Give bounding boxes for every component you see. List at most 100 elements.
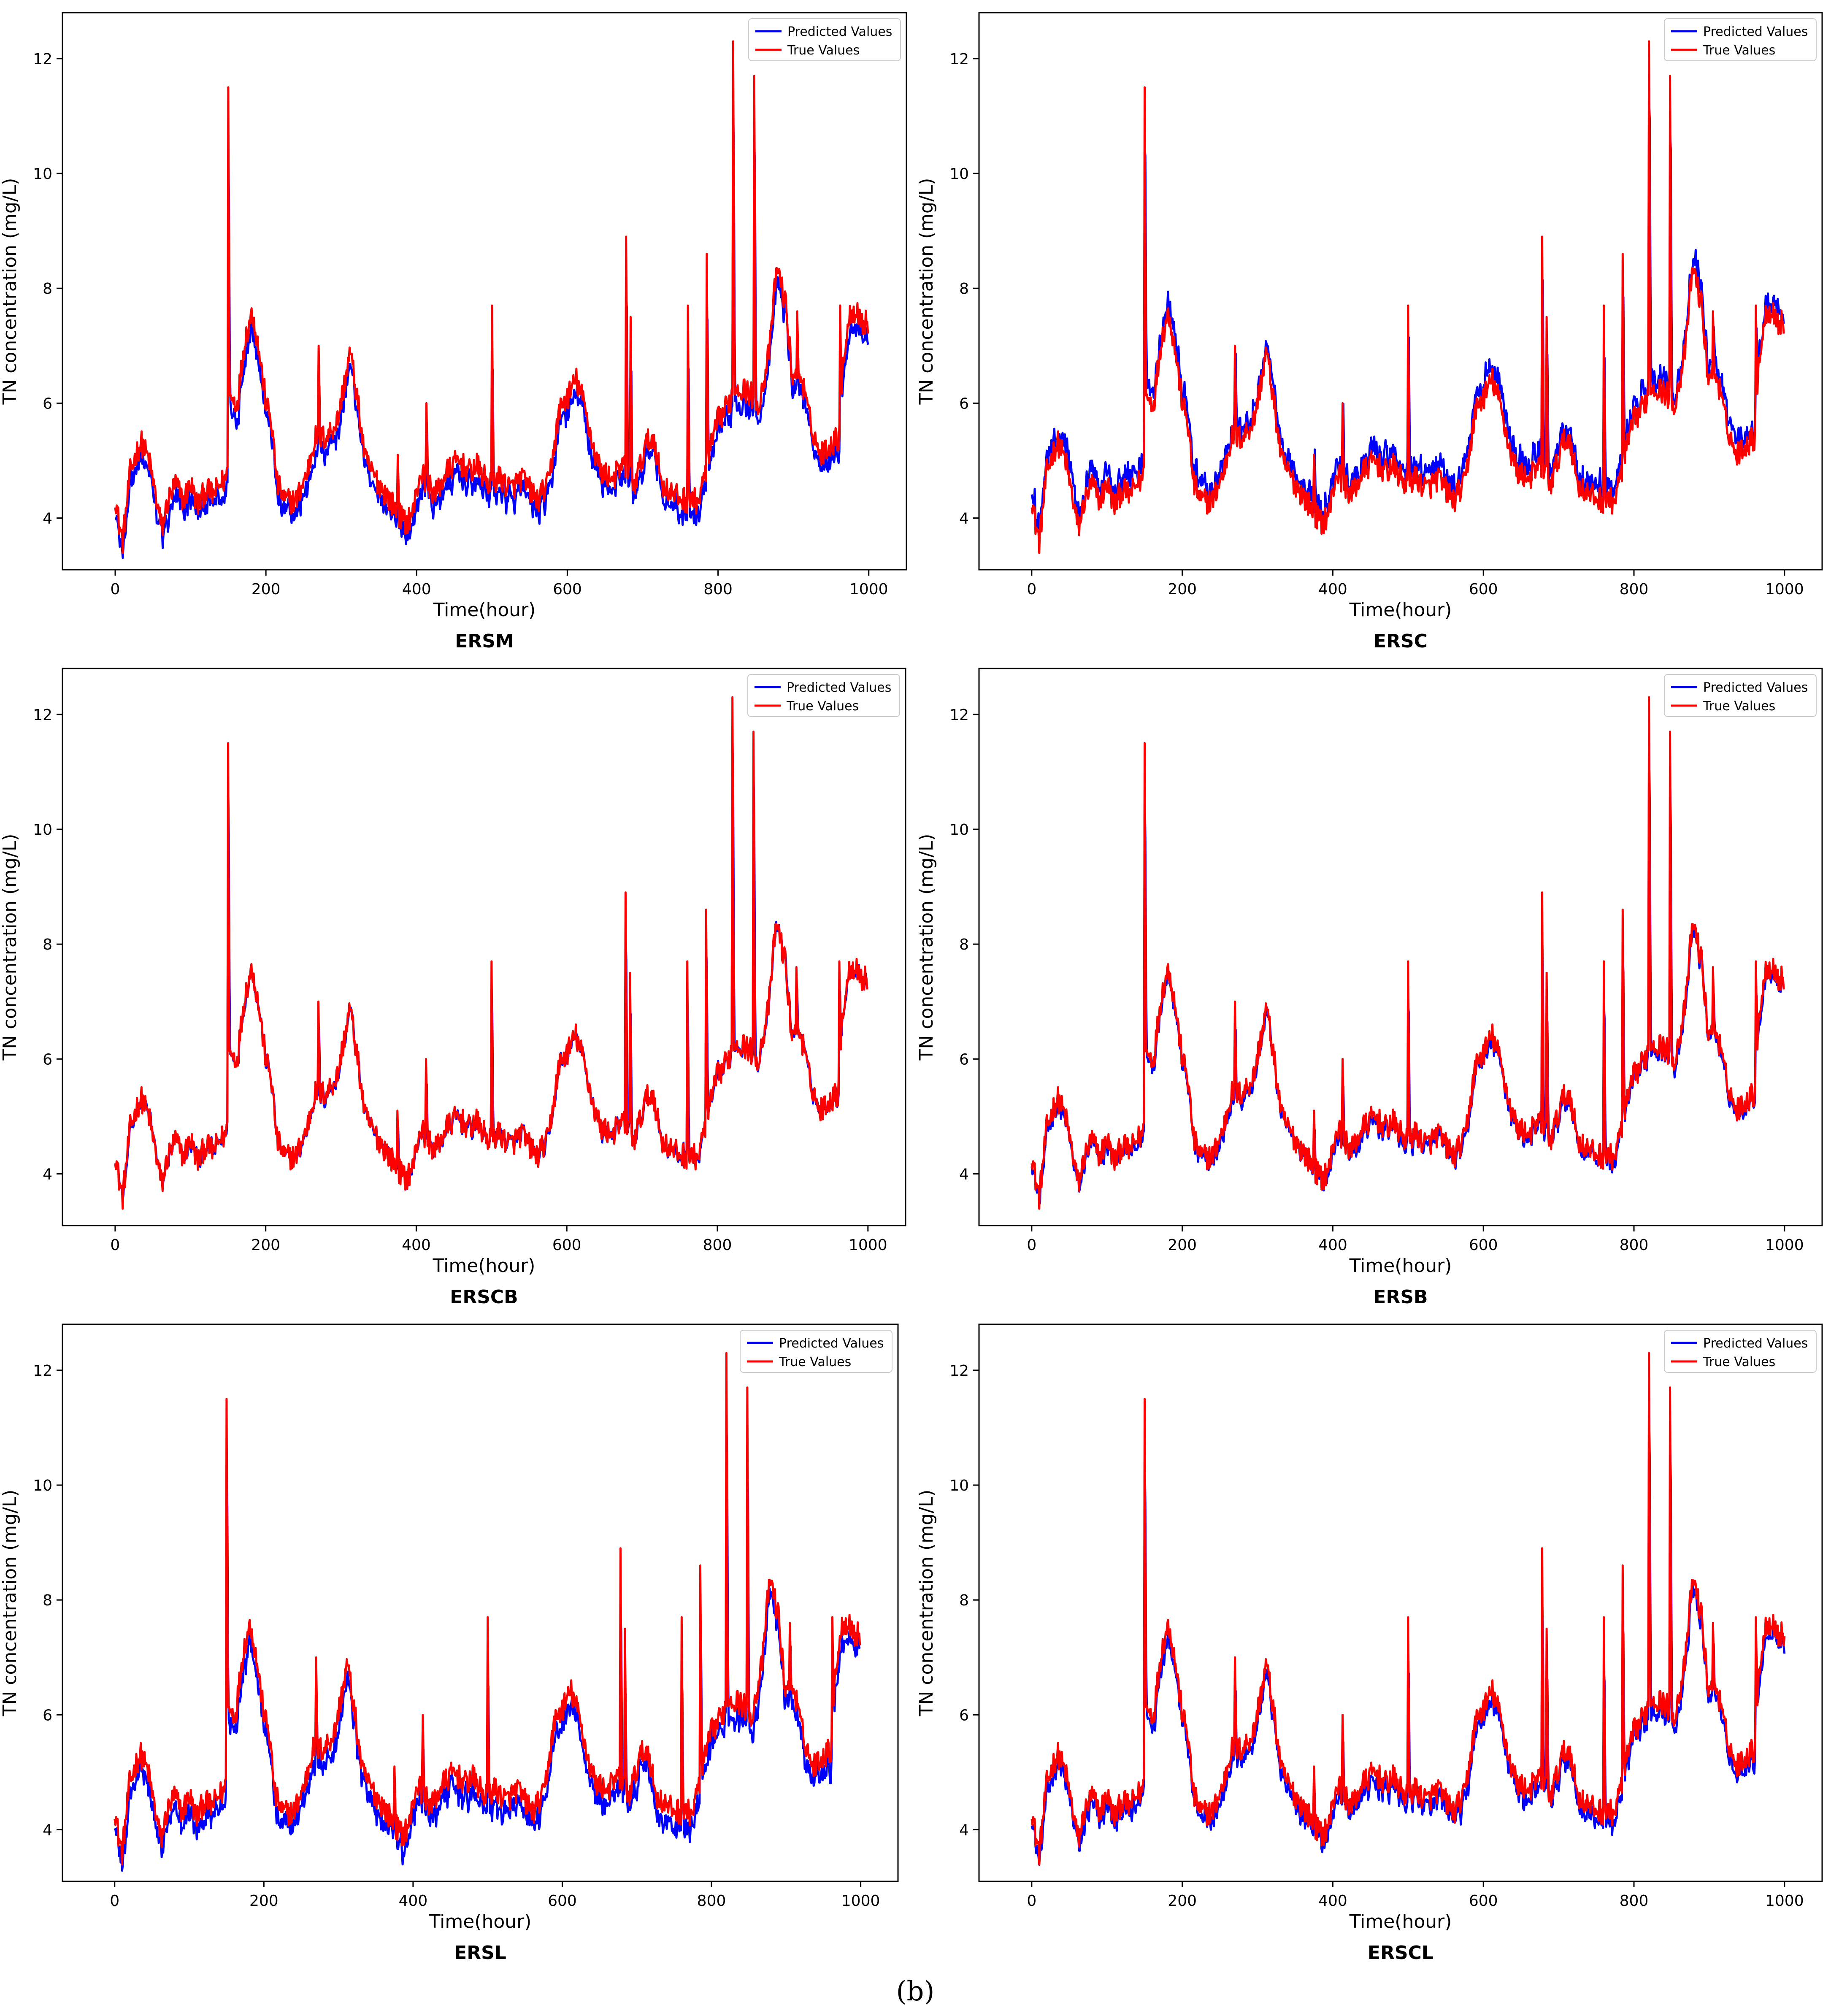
x-tick-label: 800	[1620, 1237, 1649, 1254]
chart-panel-5: 0 200 400 600 800 1000 4 6 8 10 12 Time(hour) TN con…	[0, 1323, 899, 1964]
x-tick-label: 0	[110, 1237, 120, 1254]
y-tick-label: 8	[959, 280, 969, 298]
y-tick-label: 4	[959, 510, 969, 528]
y-tick-label: 4	[959, 1822, 969, 1839]
y-tick-label: 6	[959, 1707, 969, 1724]
x-tick-label: 0	[111, 581, 120, 598]
legend-box	[740, 1330, 893, 1373]
legend-predicted-label: Predicted Values	[1703, 680, 1808, 695]
y-tick-label: 6	[959, 1051, 969, 1068]
x-tick-label: 1000	[1765, 1892, 1804, 1910]
x-tick-label: 1000	[1765, 581, 1804, 598]
y-tick-label: 8	[959, 1592, 969, 1609]
x-axis-label: Time(hour)	[1349, 1911, 1452, 1932]
x-tick-label: 0	[1027, 1892, 1036, 1910]
x-tick-label: 200	[1168, 1237, 1197, 1254]
legend-true-label: True Values	[787, 43, 860, 58]
y-axis-label: TN concentration (mg/L)	[0, 178, 21, 405]
legend-predicted-label: Predicted Values	[787, 680, 891, 695]
x-tick-label: 600	[1469, 1237, 1498, 1254]
y-tick-label: 10	[949, 821, 969, 839]
true-values-line	[1030, 40, 1785, 554]
x-tick-label: 200	[1168, 581, 1197, 598]
y-tick-label: 6	[43, 1051, 52, 1068]
x-tick-label: 600	[548, 1892, 577, 1910]
panel-title: ERSCL	[1368, 1942, 1433, 1964]
chart-panel-3: 0 200 400 600 800 1000 4 6 8 10 12 Time(hour) TN con…	[0, 668, 906, 1308]
x-axis-label: Time(hour)	[433, 1255, 536, 1277]
y-axis-label: TN concentration (mg/L)	[0, 834, 21, 1061]
legend-true-label: True Values	[1703, 1355, 1775, 1369]
y-tick-label: 12	[33, 51, 52, 68]
legend-true-label: True Values	[1703, 699, 1775, 714]
x-tick-label: 400	[1318, 1237, 1347, 1254]
x-tick-label: 600	[552, 1237, 581, 1254]
x-tick-label: 0	[1027, 1237, 1036, 1254]
y-axis-label: TN concentration (mg/L)	[0, 1490, 21, 1717]
true-values-line	[114, 696, 868, 1210]
legend-box	[1664, 674, 1817, 717]
legend-true-label: True Values	[786, 699, 859, 714]
x-tick-label: 400	[399, 1892, 428, 1910]
panel-title: ERSC	[1374, 631, 1428, 652]
y-tick-label: 12	[33, 1362, 52, 1380]
x-tick-label: 0	[110, 1892, 119, 1910]
y-tick-label: 8	[43, 936, 52, 953]
y-tick-label: 10	[33, 821, 52, 839]
y-tick-label: 10	[949, 165, 969, 183]
plot-frame	[978, 668, 1823, 1226]
figure-caption: (b)	[896, 1976, 935, 2007]
x-tick-label: 400	[1318, 1892, 1347, 1910]
x-tick-label: 200	[249, 1892, 279, 1910]
y-axis-label: TN concentration (mg/L)	[916, 834, 937, 1061]
legend-box	[1664, 1330, 1817, 1373]
y-tick-label: 6	[43, 1707, 52, 1724]
x-tick-label: 600	[553, 581, 582, 598]
true-values-line	[1030, 1352, 1786, 1866]
y-tick-label: 4	[43, 1822, 52, 1839]
panel-title: ERSM	[455, 631, 514, 652]
true-values-line	[1030, 696, 1785, 1210]
plot-frame	[978, 1323, 1823, 1882]
x-tick-label: 1000	[849, 1237, 887, 1254]
plot-frame	[62, 12, 907, 571]
x-axis-label: Time(hour)	[433, 599, 536, 621]
x-tick-label: 1000	[841, 1892, 880, 1910]
x-tick-label: 800	[697, 1892, 726, 1910]
chart-panel-6: 0 200 400 600 800 1000 4 6 8 10 12 Time(hour) TN con…	[916, 1323, 1823, 1964]
legend-box	[747, 674, 900, 717]
x-tick-label: 200	[252, 581, 281, 598]
x-tick-label: 1000	[1765, 1237, 1804, 1254]
x-axis-label: Time(hour)	[1349, 1255, 1452, 1277]
x-tick-label: 200	[1168, 1892, 1197, 1910]
x-tick-label: 200	[251, 1237, 280, 1254]
x-tick-label: 0	[1027, 581, 1036, 598]
x-tick-label: 600	[1469, 1892, 1498, 1910]
panel-title: ERSCB	[450, 1286, 518, 1308]
legend-predicted-label: Predicted Values	[1703, 1336, 1808, 1351]
plot-frame	[62, 668, 906, 1226]
x-tick-label: 400	[402, 1237, 431, 1254]
x-axis-label: Time(hour)	[429, 1911, 532, 1932]
x-tick-label: 800	[1620, 1892, 1649, 1910]
panel-title: ERSB	[1373, 1286, 1428, 1308]
x-tick-label: 400	[402, 581, 431, 598]
x-tick-label: 600	[1469, 581, 1498, 598]
y-tick-label: 4	[959, 1166, 969, 1183]
true-values-line	[114, 1352, 861, 1866]
y-tick-label: 12	[949, 51, 969, 68]
true-values-line	[114, 40, 869, 554]
y-tick-label: 12	[949, 1362, 969, 1380]
panel-title: ERSL	[454, 1942, 506, 1964]
y-tick-label: 10	[949, 1477, 969, 1494]
y-tick-label: 10	[33, 165, 52, 183]
chart-panel-1: 0 200 400 600 800 1000 4 6 8 10 12 Time(hour) TN con…	[0, 12, 907, 652]
legend-true-label: True Values	[779, 1355, 851, 1369]
legend-box	[1664, 18, 1817, 61]
y-tick-label: 8	[43, 1592, 52, 1609]
y-axis-label: TN concentration (mg/L)	[916, 178, 937, 405]
y-tick-label: 4	[43, 510, 52, 528]
y-tick-label: 8	[959, 936, 969, 953]
legend-predicted-label: Predicted Values	[779, 1336, 884, 1351]
